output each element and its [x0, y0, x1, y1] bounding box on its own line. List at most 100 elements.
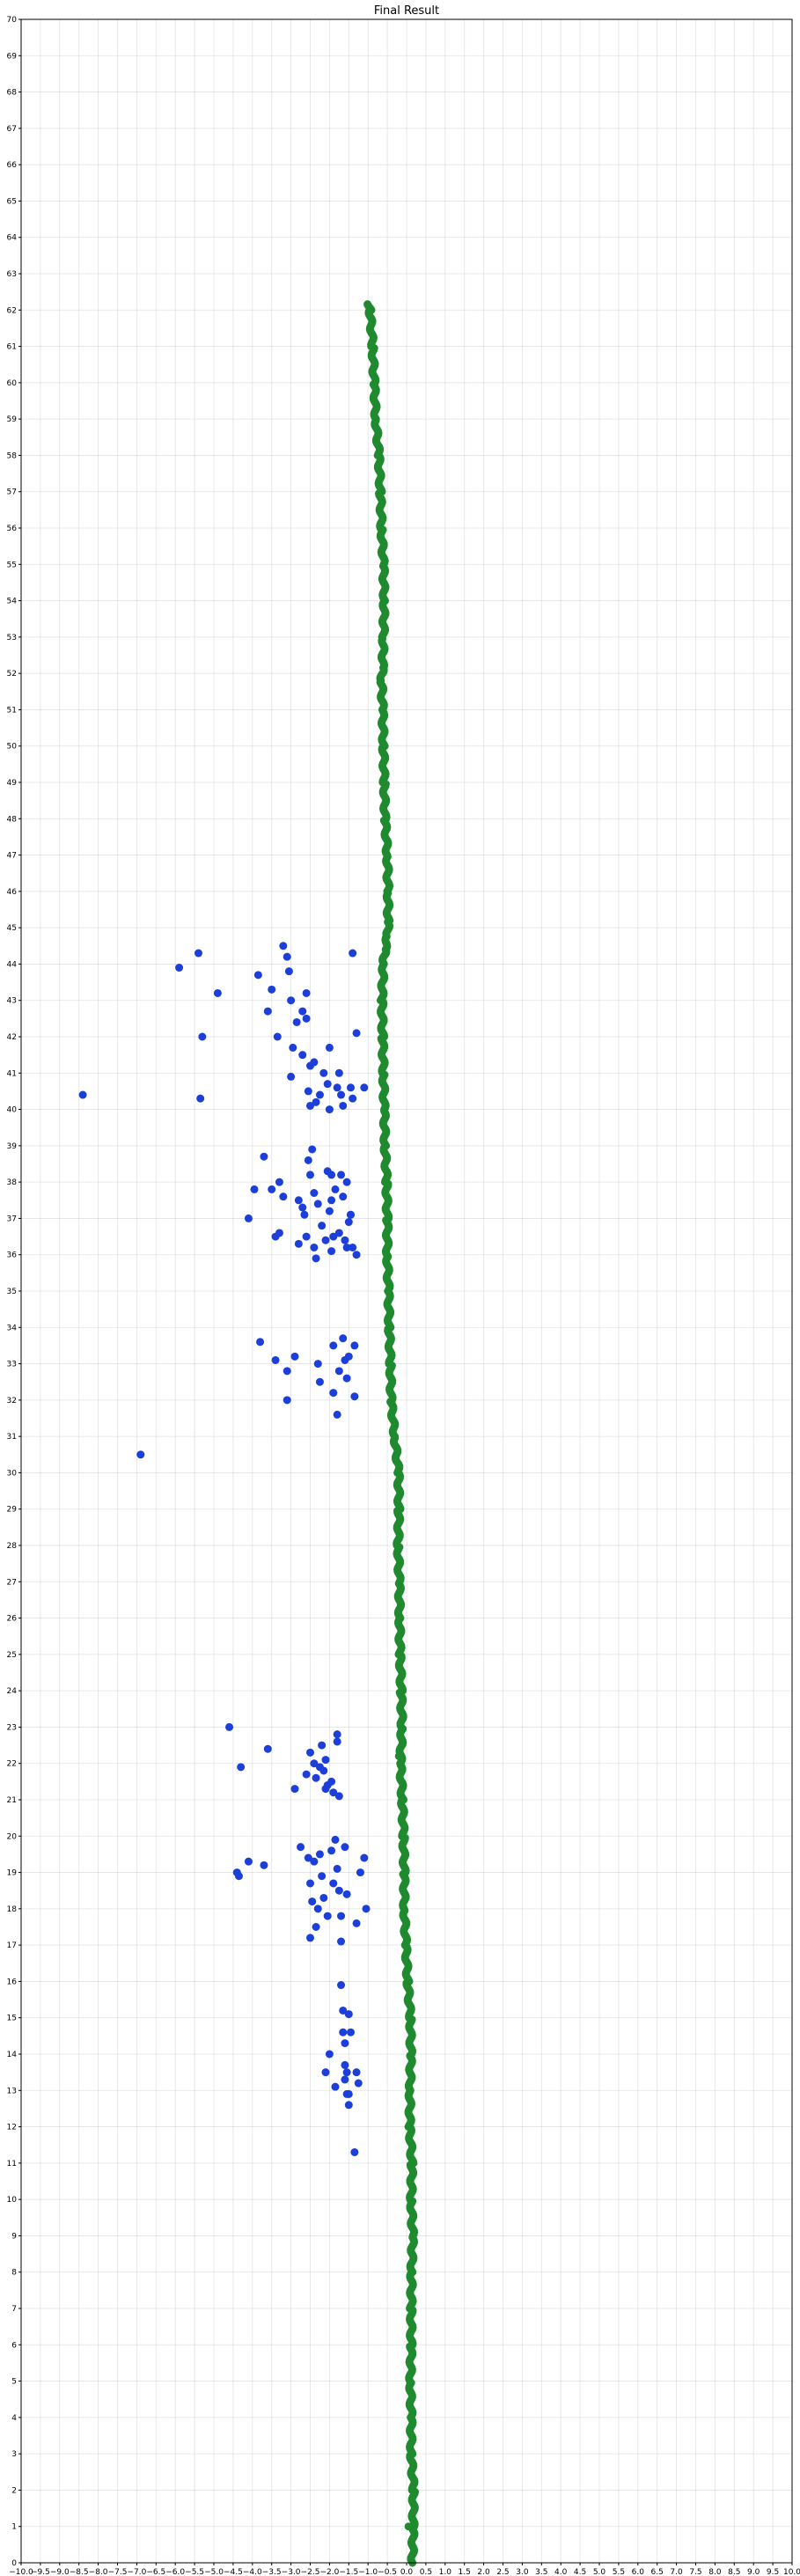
y-tick-label: 38 — [7, 1178, 18, 1187]
blue-point — [294, 1196, 303, 1205]
blue-point — [334, 1886, 343, 1895]
blue-point — [339, 1193, 348, 1201]
blue-point — [325, 1043, 334, 1052]
x-tick-label: 9.5 — [767, 2568, 779, 2576]
y-tick-label: 48 — [7, 815, 18, 824]
blue-point — [349, 949, 357, 958]
x-tick-label: −3.0 — [282, 2568, 301, 2576]
blue-point — [250, 1185, 259, 1193]
blue-point — [323, 1080, 332, 1089]
x-tick-label: −9.5 — [31, 2568, 50, 2576]
x-tick-label: 5.0 — [593, 2568, 606, 2576]
y-tick-label: 66 — [7, 161, 18, 170]
blue-point — [306, 1101, 314, 1110]
blue-point — [362, 1904, 371, 1913]
blue-point — [313, 1904, 322, 1913]
blue-point — [284, 967, 293, 976]
blue-point — [342, 1243, 351, 1251]
blue-point — [279, 1193, 288, 1201]
blue-point — [304, 1853, 312, 1862]
axes-frame — [20, 18, 793, 2564]
y-tick-label: 34 — [7, 1324, 18, 1332]
blue-point — [321, 2068, 330, 2077]
y-tick-label: 64 — [7, 234, 18, 243]
blue-point — [333, 1864, 341, 1873]
x-tick-label: 5.5 — [613, 2568, 625, 2576]
blue-point — [352, 1029, 361, 1038]
y-tick-label: 40 — [7, 1106, 18, 1115]
blue-point — [275, 1229, 283, 1237]
blue-point — [349, 1094, 357, 1103]
blue-point — [312, 1254, 320, 1263]
blue-point — [268, 985, 276, 994]
y-tick-label: 70 — [7, 16, 18, 25]
x-tick-label: −2.5 — [301, 2568, 320, 2576]
blue-point — [290, 1785, 299, 1794]
x-tick-label: 4.0 — [554, 2568, 568, 2576]
blue-point — [253, 971, 262, 980]
blue-point — [349, 1243, 357, 1251]
y-tick-label: 56 — [7, 525, 18, 533]
y-tick-label: 31 — [7, 1433, 17, 1442]
blue-point — [352, 1251, 361, 1259]
y-tick-label: 62 — [7, 306, 17, 315]
y-tick-label: 21 — [7, 1796, 17, 1805]
blue-point — [325, 2050, 334, 2059]
blue-point — [354, 2079, 363, 2088]
y-tick-label: 12 — [7, 2124, 17, 2132]
blue-point — [319, 1068, 328, 1077]
blue-point — [312, 1097, 320, 1106]
blue-point — [194, 949, 202, 958]
y-tick-label: 63 — [7, 270, 17, 279]
x-tick-label: 1.5 — [459, 2568, 471, 2576]
blue-point — [310, 1058, 319, 1067]
x-tick-label: 3.5 — [535, 2568, 547, 2576]
blue-point — [325, 1207, 334, 1215]
x-tick-label: 9.0 — [747, 2568, 760, 2576]
blue-point — [344, 2101, 353, 2110]
blue-point — [283, 1367, 291, 1376]
y-tick-label: 19 — [7, 1869, 18, 1878]
blue-point — [315, 1377, 324, 1386]
blue-point — [302, 1770, 311, 1779]
blue-point — [297, 1843, 305, 1852]
y-tick-label: 36 — [7, 1251, 18, 1260]
blue-point — [260, 1152, 268, 1161]
y-tick-label: 5 — [11, 2378, 17, 2387]
blue-point — [313, 1360, 322, 1369]
data-points — [78, 942, 413, 2531]
y-tick-label: 65 — [7, 197, 17, 206]
blue-point — [263, 1744, 272, 1753]
blue-point — [232, 1868, 241, 1877]
x-tick-label: −2.0 — [319, 2568, 339, 2576]
y-tick-label: 3 — [11, 2450, 17, 2459]
x-tick-label: −1.5 — [339, 2568, 358, 2576]
blue-point — [306, 1171, 314, 1179]
y-tick-label: 49 — [7, 779, 18, 788]
y-tick-label: 25 — [7, 1651, 17, 1660]
x-tick-label: 1.0 — [439, 2568, 452, 2576]
blue-point — [279, 942, 288, 950]
y-tick-label: 1 — [11, 2523, 17, 2532]
blue-point — [341, 2060, 349, 2069]
blue-point — [304, 1156, 312, 1164]
y-tick-label: 24 — [7, 1687, 18, 1696]
blue-point — [339, 1334, 348, 1343]
green-track — [363, 300, 420, 2567]
blue-point — [360, 1083, 369, 1092]
blue-point — [306, 1934, 314, 1942]
blue-point — [341, 1843, 349, 1852]
blue-point — [334, 1792, 343, 1801]
y-tick-label: 33 — [7, 1361, 17, 1369]
y-tick-label: 13 — [7, 2087, 17, 2095]
x-tick-label: −3.5 — [262, 2568, 282, 2576]
y-tick-label: 50 — [7, 743, 18, 752]
y-tick-label: 39 — [7, 1142, 18, 1151]
blue-point — [360, 1853, 369, 1862]
x-tick-label: −5.5 — [185, 2568, 204, 2576]
blue-point — [321, 1236, 330, 1244]
blue-point — [346, 2028, 355, 2037]
blue-point — [334, 1068, 343, 1077]
blue-point — [263, 1007, 272, 1016]
